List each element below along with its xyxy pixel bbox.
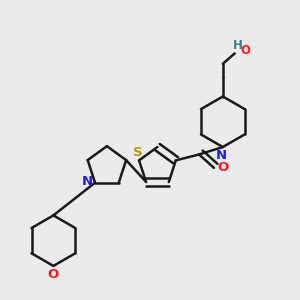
Text: O: O bbox=[48, 268, 59, 281]
Text: O: O bbox=[217, 161, 228, 174]
Text: S: S bbox=[133, 146, 142, 159]
Text: N: N bbox=[216, 149, 227, 162]
Text: N: N bbox=[82, 175, 93, 188]
Text: O: O bbox=[240, 44, 250, 57]
Text: H: H bbox=[233, 40, 243, 52]
